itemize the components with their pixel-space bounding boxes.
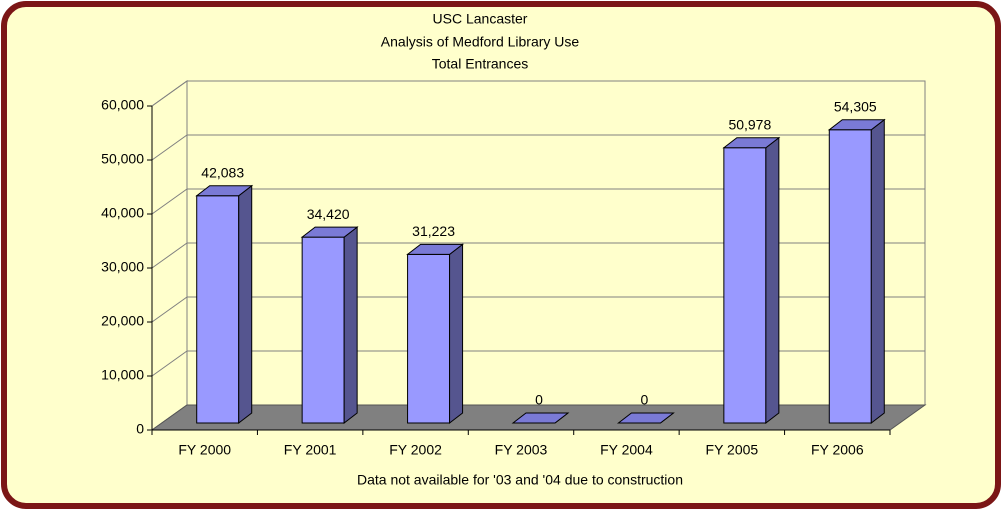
x-tick-label: FY 2002 <box>389 442 442 458</box>
bar-front <box>407 253 451 424</box>
bar-front <box>301 236 345 424</box>
bar-side <box>870 118 885 425</box>
x-tick-label: FY 2006 <box>811 442 864 458</box>
grid-line <box>151 134 925 161</box>
chart-title: USC Lancaster <box>433 11 528 27</box>
bar-front <box>828 129 872 424</box>
bar-top <box>195 185 254 197</box>
y-tick-label: 50,000 <box>101 151 144 167</box>
bar-side <box>765 136 780 425</box>
y-tick-label: 60,000 <box>101 97 144 113</box>
value-label: 34,420 <box>307 206 350 222</box>
bar-front <box>723 147 767 424</box>
value-label: 54,305 <box>834 98 877 114</box>
value-label: 0 <box>535 392 543 408</box>
chart-title: Analysis of Medford Library Use <box>381 34 580 50</box>
grid-line <box>151 242 925 269</box>
y-tick-label: 20,000 <box>101 313 144 329</box>
bar-top <box>511 412 570 424</box>
bar-top <box>722 137 781 149</box>
y-tick-label: 10,000 <box>101 367 144 383</box>
bar-front <box>196 195 240 424</box>
x-tick-label: FY 2004 <box>600 442 653 458</box>
bar-top <box>616 412 675 424</box>
grid-line <box>151 188 925 215</box>
value-label: 31,223 <box>412 223 455 239</box>
grid-line <box>151 80 925 107</box>
chart-title: Total Entrances <box>432 56 529 72</box>
value-label: 42,083 <box>201 164 244 180</box>
x-tick-label: FY 2000 <box>178 442 231 458</box>
bar-top <box>300 226 359 238</box>
bar-top <box>406 243 465 255</box>
x-tick-label: FY 2003 <box>495 442 548 458</box>
value-label: 50,978 <box>728 116 771 132</box>
y-tick-label: 30,000 <box>101 259 144 275</box>
x-axis-label: Data not available for '03 and '04 due t… <box>357 472 683 488</box>
y-tick-label: 0 <box>136 421 144 437</box>
grid-line <box>151 350 925 377</box>
bar-side <box>238 184 253 425</box>
grid-line <box>151 296 925 323</box>
bar-top <box>827 119 886 131</box>
x-tick-label: FY 2001 <box>284 442 337 458</box>
bar-side <box>343 226 358 425</box>
x-tick-label: FY 2005 <box>706 442 759 458</box>
y-tick-label: 40,000 <box>101 205 144 221</box>
value-label: 0 <box>641 392 649 408</box>
bar-side <box>449 243 464 425</box>
